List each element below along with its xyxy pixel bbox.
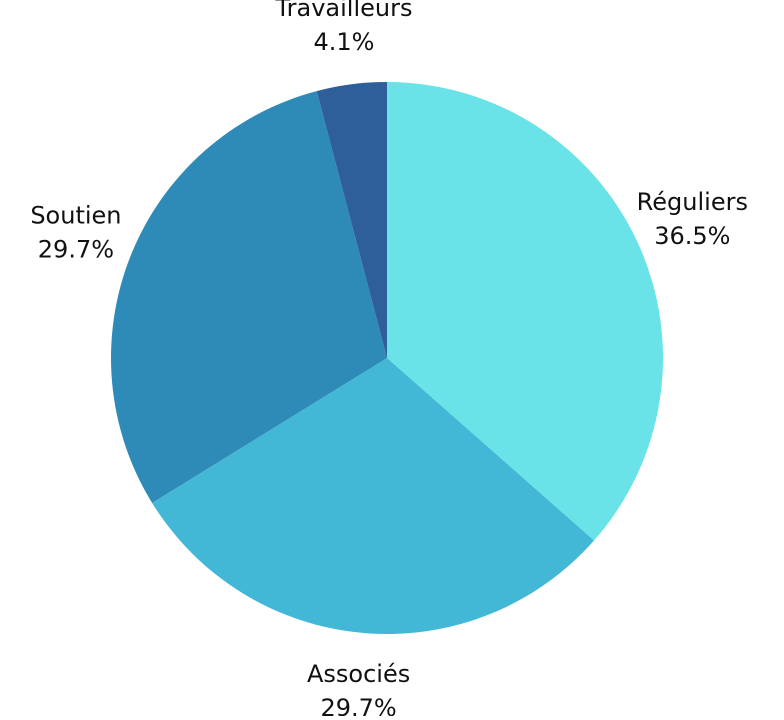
- slice-value: 4.1%: [313, 28, 374, 56]
- pie-slice: [152, 358, 595, 635]
- pie-slice: [387, 82, 663, 541]
- slice-value: 29.7%: [38, 236, 114, 264]
- pie-slice: [110, 91, 387, 503]
- slice-value: 29.7%: [320, 694, 396, 716]
- slice-label: Réguliers: [637, 188, 748, 216]
- slice-value: 36.5%: [654, 222, 730, 250]
- pie-slice: [316, 82, 387, 358]
- slice-label: Associés: [307, 660, 410, 688]
- slice-label: Soutien: [30, 202, 121, 230]
- slice-label: Travailleurs: [274, 0, 412, 22]
